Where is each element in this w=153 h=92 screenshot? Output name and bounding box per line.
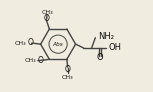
Text: O: O xyxy=(65,65,71,74)
Text: CH₃: CH₃ xyxy=(15,41,26,46)
Text: O: O xyxy=(38,56,44,65)
Text: O: O xyxy=(97,53,103,62)
Text: CH₃: CH₃ xyxy=(41,10,53,15)
Text: OH: OH xyxy=(108,43,121,52)
Text: Abs: Abs xyxy=(53,42,63,47)
Text: NH₂: NH₂ xyxy=(98,32,114,41)
Text: CH₃: CH₃ xyxy=(24,58,36,63)
Text: O: O xyxy=(43,14,49,23)
Text: CH₃: CH₃ xyxy=(62,75,74,80)
Text: O: O xyxy=(28,38,34,47)
